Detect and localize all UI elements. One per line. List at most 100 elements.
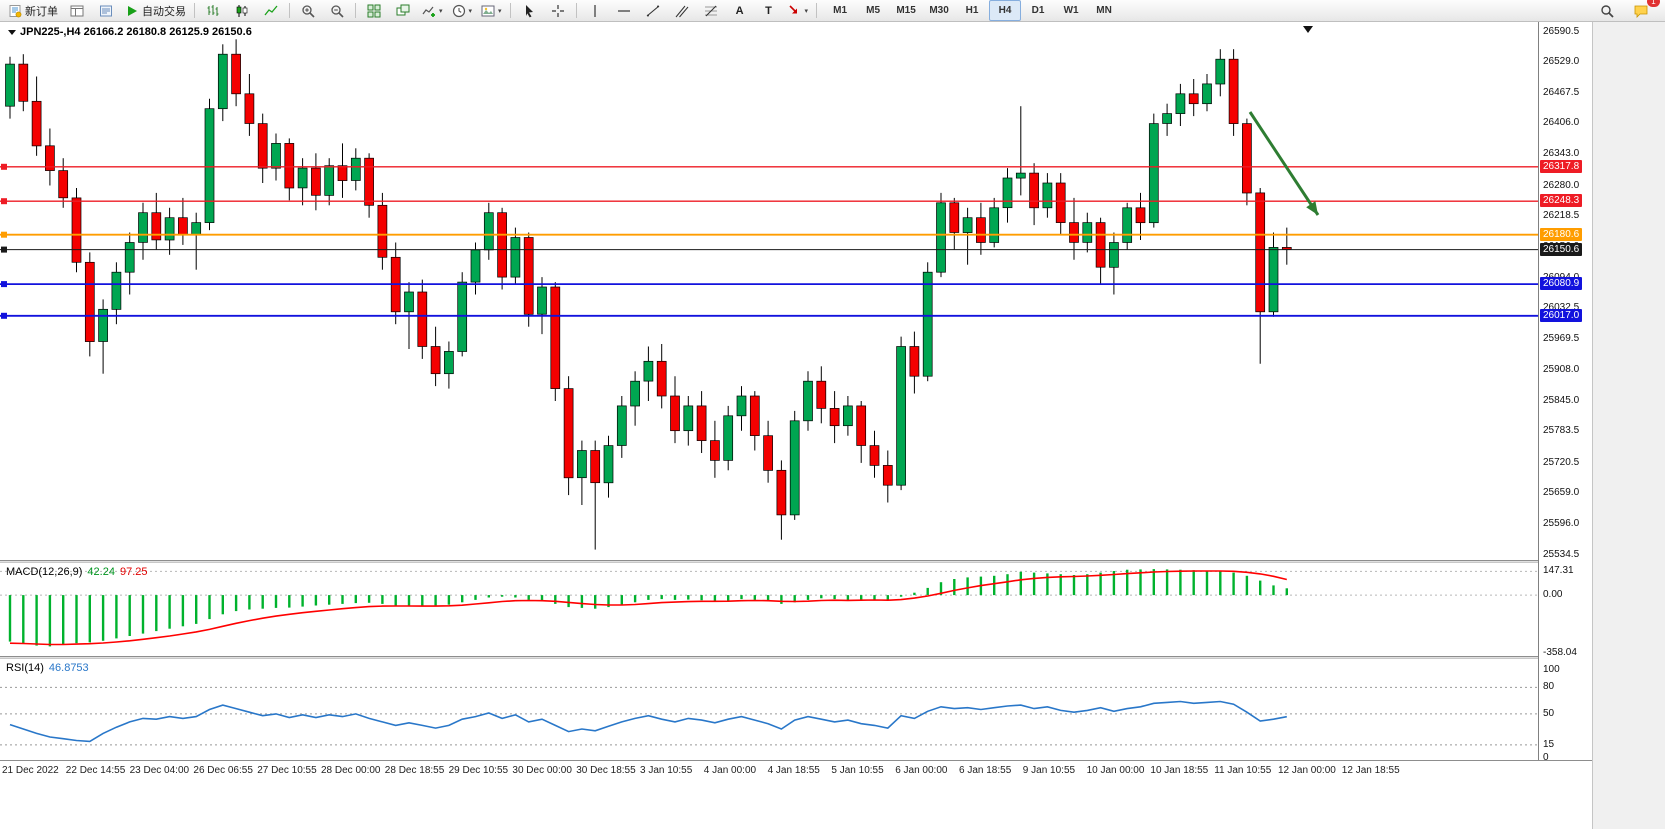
rsi-scale-label: 80 (1543, 681, 1555, 693)
time-axis-label: 9 Jan 10:55 (1022, 765, 1076, 776)
dropdown-caret-icon: ▾ (498, 7, 502, 15)
autotrade-button[interactable]: 自动交易 (121, 0, 190, 21)
time-axis-label: 23 Dec 04:00 (129, 765, 190, 776)
timeframe-m5-button[interactable]: M5 (866, 5, 881, 16)
price-line-badge: 26248.3 (1540, 194, 1583, 208)
hline-anchor (1, 246, 7, 253)
main-chart-canvas[interactable] (0, 22, 1538, 560)
horizontal-line-button[interactable] (610, 0, 638, 21)
time-axis[interactable]: 21 Dec 2022 22 Dec 14:55 23 Dec 04:00 26 De… (0, 760, 1592, 829)
fibonacci-icon (704, 4, 718, 18)
cursor-button[interactable] (515, 0, 543, 21)
price-axis-label: 26032.5 (1543, 302, 1580, 314)
charts-profile-icon (70, 4, 84, 18)
tile-windows-button[interactable] (360, 0, 388, 21)
candlestick-chart-icon (235, 4, 249, 18)
time-axis-label: 3 Jan 10:55 (640, 765, 693, 776)
hline-anchor (1, 163, 7, 170)
autotrade-label: 自动交易 (142, 5, 186, 18)
time-axis-label: 28 Dec 00:00 (321, 765, 381, 776)
chart-title: JPN225-,H4 26166.2 26180.8 26125.9 26150… (8, 26, 252, 38)
rsi-scale-label: 0 (1543, 752, 1549, 764)
macd-signal-value: 97.25 (119, 566, 148, 578)
cascade-windows-button[interactable] (389, 0, 417, 21)
rsi-scale-label: 100 (1543, 663, 1560, 675)
zoom-out-button[interactable] (323, 0, 351, 21)
price-line-badge: 26180.6 (1540, 227, 1583, 241)
rsi-scale-label: 50 (1543, 707, 1555, 719)
timeframe-w1-button[interactable]: W1 (1063, 5, 1079, 16)
rsi-panel[interactable] (0, 659, 1538, 760)
zoom-in-button[interactable] (294, 0, 322, 21)
toolbar-separator (816, 3, 818, 18)
cascade-windows-icon (396, 4, 410, 18)
macd-value: 42.24 (87, 566, 115, 578)
hline-anchor (1, 231, 7, 238)
price-axis-label: 26529.0 (1543, 56, 1580, 68)
time-axis-label: 4 Jan 18:55 (767, 765, 820, 776)
line-chart-button[interactable] (257, 0, 285, 21)
templates-icon (481, 4, 495, 18)
crosshair-button[interactable] (544, 0, 572, 21)
search-icon (1600, 4, 1614, 18)
timeframe-m15-button[interactable]: M15 (896, 5, 916, 16)
macd-signal-line (9, 570, 1287, 646)
trend-line-button[interactable] (639, 0, 667, 21)
macd-scale-label: 0.00 (1543, 589, 1563, 601)
vertical-line-button[interactable] (581, 0, 609, 21)
time-axis-label: 10 Jan 18:55 (1150, 765, 1209, 776)
time-axis-label: 4 Jan 00:00 (703, 765, 757, 776)
price-axis-label: 26590.5 (1543, 25, 1580, 37)
tile-windows-icon (367, 4, 381, 18)
rsi-name: RSI(14) (6, 662, 44, 674)
toolbar-buttons: 新订单 自动交易 ▾ ▾ ▾ A T ▾ (4, 0, 820, 21)
hline-anchor (1, 198, 7, 205)
horizontal-lines (0, 163, 1538, 319)
timeframe-d1-button[interactable]: D1 (1031, 5, 1045, 16)
text-glyph: A (735, 4, 744, 17)
charts-profile-button[interactable] (63, 0, 91, 21)
new-order-button[interactable]: 新订单 (4, 0, 62, 21)
price-line-badge: 26017.0 (1540, 308, 1583, 322)
search-button[interactable] (1593, 0, 1621, 21)
arrows-button[interactable]: ▾ (784, 0, 813, 21)
equidistant-channel-button[interactable] (668, 0, 696, 21)
timeframe-h4-button[interactable]: H4 (989, 0, 1022, 21)
trend-arrow-head (1306, 201, 1318, 215)
chart-menu-icon (8, 29, 16, 35)
time-axis-label: 12 Jan 00:00 (1278, 765, 1336, 776)
timeframe-mn-button[interactable]: MN (1096, 5, 1112, 16)
indicators-button[interactable]: ▾ (418, 0, 447, 21)
notifications-button[interactable]: 1 (1627, 0, 1660, 21)
toolbar-separator (355, 3, 356, 18)
price-axis-label: 26280.0 (1543, 179, 1580, 191)
price-axis[interactable]: 26590.5 26529.0 26467.5 26406.0 26343.0 26280… (1538, 22, 1592, 829)
price-axis-label: 26467.5 (1543, 86, 1580, 98)
line-chart-icon (264, 4, 278, 18)
timeframe-m30-button[interactable]: M30 (929, 5, 949, 16)
candlestick-chart-button[interactable] (228, 0, 256, 21)
bar-chart-button[interactable] (199, 0, 227, 21)
hline-anchor (1, 281, 7, 288)
data-window-button[interactable] (92, 0, 120, 21)
dropdown-caret-icon: ▾ (804, 7, 809, 15)
text-button[interactable]: A (726, 0, 754, 21)
macd-label: MACD(12,26,9) 42.24 97.25 (6, 566, 147, 578)
time-axis-label: 6 Jan 00:00 (895, 765, 948, 776)
trend-arrow[interactable] (1248, 111, 1320, 216)
timeframe-h1-button[interactable]: H1 (965, 5, 979, 16)
chart-shift-marker[interactable] (1303, 26, 1313, 33)
macd-panel[interactable] (0, 563, 1538, 656)
periods-button[interactable]: ▾ (448, 0, 477, 21)
panel-splitter[interactable] (0, 656, 1592, 659)
time-axis-label: 27 Dec 10:55 (257, 765, 317, 776)
new-order-icon (8, 4, 22, 18)
toolbar-right: 1 (1593, 0, 1661, 21)
fibonacci-button[interactable] (697, 0, 725, 21)
toolbar-separator (289, 3, 290, 18)
text-label-button[interactable]: T (755, 0, 783, 21)
panel-splitter[interactable] (0, 560, 1592, 563)
templates-button[interactable]: ▾ (477, 0, 506, 21)
price-axis-label: 25845.0 (1543, 395, 1580, 406)
timeframe-m1-button[interactable]: M1 (833, 5, 848, 16)
